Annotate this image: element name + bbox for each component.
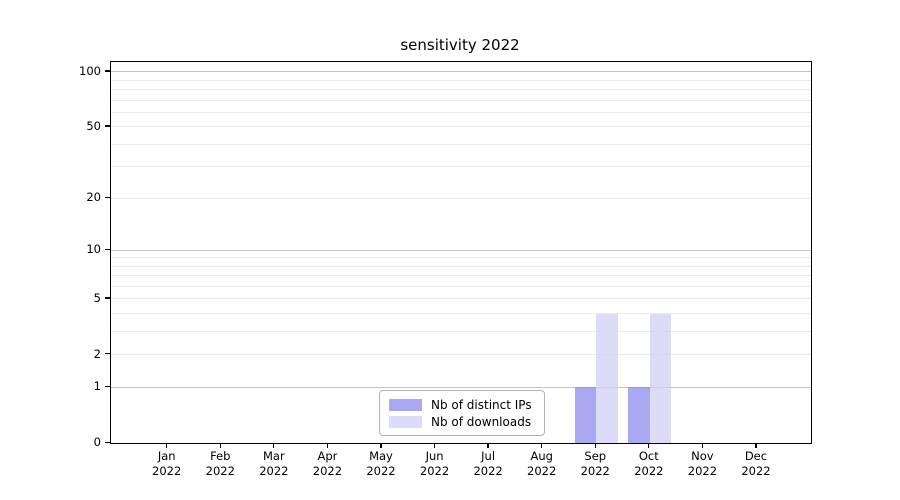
minor-gridline <box>111 285 811 287</box>
x-tick-mark <box>487 443 489 448</box>
x-tick-mark <box>273 443 275 448</box>
legend-label-distinct-ips: Nb of distinct IPs <box>431 397 532 412</box>
x-tick-mark <box>594 443 596 448</box>
x-tick-mark <box>648 443 650 448</box>
x-tick-mark <box>219 443 221 448</box>
x-tick-mark <box>380 443 382 448</box>
x-tick-mark <box>166 443 168 448</box>
y-tick-label: 0 <box>93 435 101 449</box>
x-tick-label-dec: Dec 2022 <box>741 449 771 478</box>
y-tick-label: 50 <box>86 118 101 133</box>
y-tick-label: 20 <box>86 190 101 205</box>
x-tick-label-nov: Nov 2022 <box>687 449 718 478</box>
major-gridline <box>111 71 811 73</box>
x-tick-label-sep: Sep 2022 <box>580 449 610 478</box>
legend-swatch-downloads <box>389 415 422 428</box>
minor-gridline <box>111 143 811 145</box>
legend-label-downloads: Nb of downloads <box>431 414 532 429</box>
minor-gridline <box>111 275 811 277</box>
y-tick-label: 100 <box>79 63 101 78</box>
minor-gridline <box>111 257 811 259</box>
x-tick-label-mar: Mar 2022 <box>259 449 289 478</box>
minor-gridline <box>111 197 811 199</box>
y-tick-mark <box>105 196 110 198</box>
x-tick-mark <box>755 443 757 448</box>
x-tick-label-jul: Jul 2022 <box>473 449 503 478</box>
bar-oct-downloads <box>649 313 672 443</box>
minor-gridline <box>111 298 811 300</box>
minor-gridline <box>111 313 811 315</box>
minor-gridline <box>111 126 811 128</box>
y-tick-mark <box>105 353 110 355</box>
x-tick-mark <box>433 443 436 448</box>
minor-gridline <box>111 166 811 168</box>
y-tick-mark <box>105 297 110 299</box>
x-tick-mark <box>541 443 543 448</box>
bar-sep-downloads <box>596 313 618 443</box>
x-tick-label-feb: Feb 2022 <box>205 449 235 478</box>
minor-gridline <box>111 79 811 81</box>
y-tick-mark <box>105 385 110 388</box>
chart-title: sensitivity 2022 <box>400 36 520 54</box>
x-tick-label-jan: Jan 2022 <box>152 449 182 478</box>
minor-gridline <box>111 265 811 267</box>
bar-oct-distinct-ips <box>628 387 650 443</box>
x-tick-label-oct: Oct 2022 <box>634 449 664 478</box>
legend: Nb of distinct IPs Nb of downloads <box>379 390 545 436</box>
x-tick-label-apr: Apr 2022 <box>312 449 343 478</box>
y-tick-mark <box>105 125 110 127</box>
x-tick-mark <box>326 443 329 448</box>
y-tick-mark <box>105 441 110 443</box>
minor-gridline <box>111 99 811 101</box>
y-tick-label: 5 <box>93 290 101 305</box>
minor-gridline <box>111 88 811 90</box>
x-tick-mark <box>701 443 704 448</box>
minor-gridline <box>111 111 811 113</box>
x-tick-label-may: May 2022 <box>366 449 396 478</box>
legend-item-distinct-ips: Nb of distinct IPs <box>389 396 536 413</box>
y-tick-mark <box>105 248 110 250</box>
y-tick-mark <box>105 70 110 72</box>
x-tick-label-jun: Jun 2022 <box>419 449 450 478</box>
y-tick-label: 1 <box>93 379 101 394</box>
bar-sep-distinct-ips <box>574 387 597 443</box>
major-gridline <box>111 249 811 251</box>
plot-area <box>110 61 812 444</box>
legend-swatch-distinct-ips <box>389 398 422 411</box>
y-tick-label: 10 <box>86 242 101 257</box>
minor-gridline <box>111 330 811 332</box>
legend-item-downloads: Nb of downloads <box>389 413 536 430</box>
y-tick-label: 2 <box>93 346 101 361</box>
minor-gridline <box>111 354 811 356</box>
x-tick-label-aug: Aug 2022 <box>527 449 557 478</box>
major-gridline <box>111 386 811 388</box>
